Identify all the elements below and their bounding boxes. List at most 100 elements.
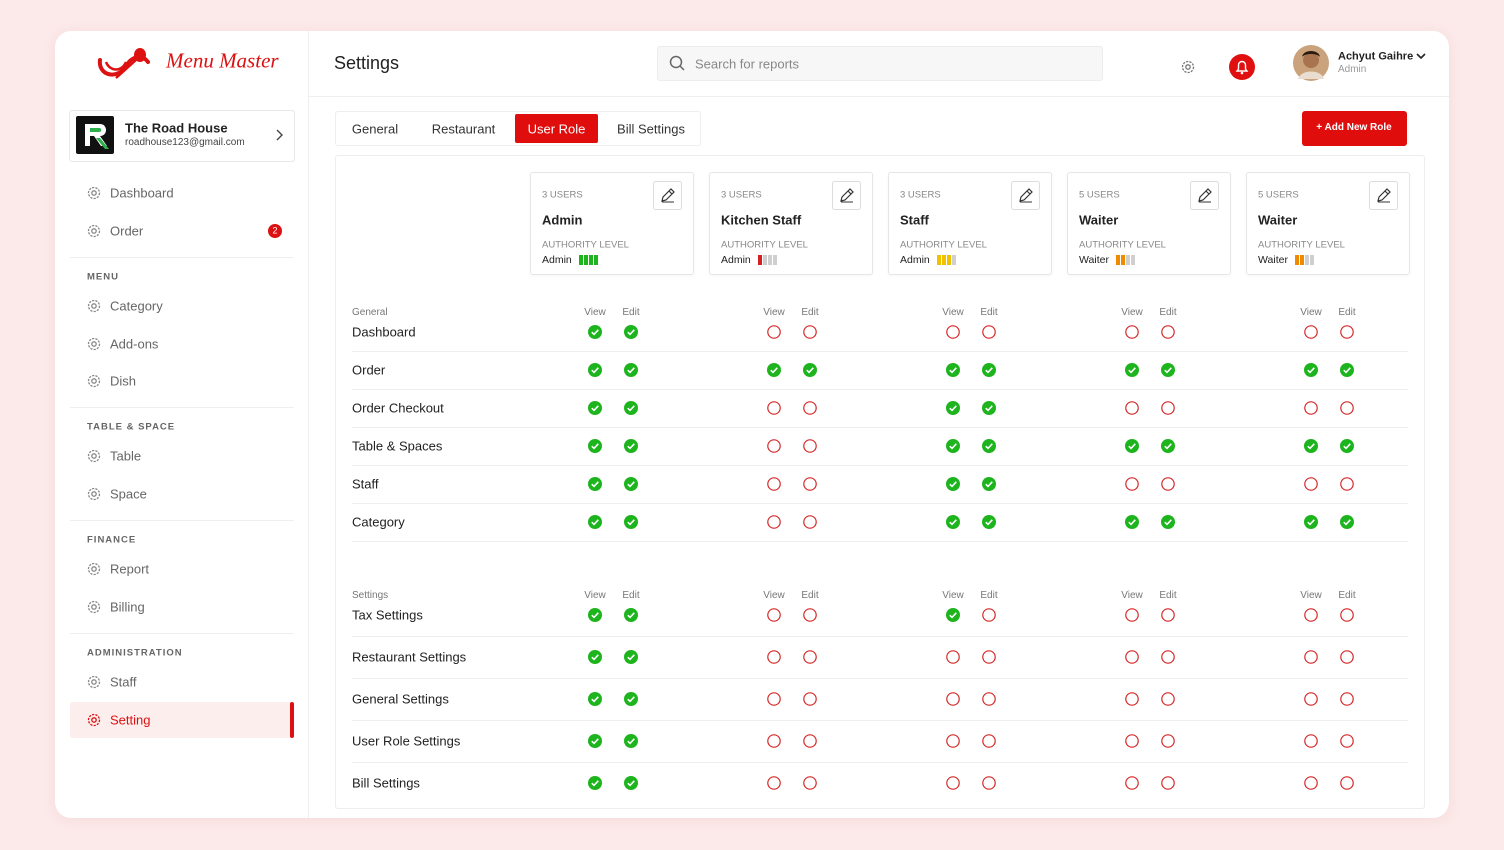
nav-item[interactable]: Table <box>110 448 142 464</box>
permission-denied[interactable] <box>1161 776 1175 790</box>
permission-granted[interactable] <box>588 515 602 529</box>
permission-granted[interactable] <box>588 650 602 664</box>
permission-granted[interactable] <box>588 692 602 706</box>
permission-denied[interactable] <box>1340 401 1354 415</box>
permission-denied[interactable] <box>767 401 781 415</box>
permission-denied[interactable] <box>1125 734 1139 748</box>
permission-granted[interactable] <box>588 776 602 790</box>
permission-granted[interactable] <box>624 608 638 622</box>
permission-denied[interactable] <box>982 692 996 706</box>
nav-item[interactable]: Order <box>110 223 144 239</box>
permission-denied[interactable] <box>1340 776 1354 790</box>
permission-denied[interactable] <box>1340 477 1354 491</box>
permission-denied[interactable] <box>767 325 781 339</box>
permission-granted[interactable] <box>588 439 602 453</box>
permission-granted[interactable] <box>624 692 638 706</box>
permission-denied[interactable] <box>1340 650 1354 664</box>
tab[interactable]: General <box>351 121 399 137</box>
permission-denied[interactable] <box>1304 734 1318 748</box>
permission-granted[interactable] <box>946 401 960 415</box>
permission-denied[interactable] <box>767 439 781 453</box>
permission-denied[interactable] <box>767 608 781 622</box>
add-role-button[interactable]: + Add New Role <box>1316 122 1392 133</box>
permission-denied[interactable] <box>1125 692 1139 706</box>
tab[interactable]: Restaurant <box>431 121 496 137</box>
user-name[interactable]: Achyut Gaihre <box>1338 50 1414 63</box>
permission-denied[interactable] <box>1340 325 1354 339</box>
edit-role-button[interactable] <box>1369 181 1398 210</box>
permission-denied[interactable] <box>767 477 781 491</box>
permission-granted[interactable] <box>1125 363 1139 377</box>
permission-granted[interactable] <box>588 477 602 491</box>
permission-granted[interactable] <box>946 439 960 453</box>
permission-denied[interactable] <box>1125 650 1139 664</box>
permission-granted[interactable] <box>624 734 638 748</box>
permission-granted[interactable] <box>803 363 817 377</box>
permission-granted[interactable] <box>982 515 996 529</box>
permission-granted[interactable] <box>982 477 996 491</box>
permission-granted[interactable] <box>588 363 602 377</box>
permission-granted[interactable] <box>624 401 638 415</box>
permission-denied[interactable] <box>1125 477 1139 491</box>
permission-granted[interactable] <box>624 650 638 664</box>
permission-denied[interactable] <box>1161 477 1175 491</box>
nav-item[interactable]: Dashboard <box>110 185 174 201</box>
permission-granted[interactable] <box>624 477 638 491</box>
nav-item[interactable]: Space <box>110 486 147 502</box>
nav-item[interactable]: Dish <box>110 373 137 389</box>
permission-granted[interactable] <box>588 401 602 415</box>
nav-item[interactable]: Add-ons <box>110 336 159 352</box>
permission-denied[interactable] <box>1304 477 1318 491</box>
permission-denied[interactable] <box>803 692 817 706</box>
permission-denied[interactable] <box>1304 401 1318 415</box>
permission-granted[interactable] <box>982 363 996 377</box>
permission-denied[interactable] <box>982 608 996 622</box>
permission-granted[interactable] <box>624 515 638 529</box>
permission-denied[interactable] <box>1125 608 1139 622</box>
permission-denied[interactable] <box>1304 776 1318 790</box>
permission-denied[interactable] <box>803 401 817 415</box>
permission-granted[interactable] <box>767 363 781 377</box>
permission-granted[interactable] <box>946 363 960 377</box>
permission-denied[interactable] <box>1340 734 1354 748</box>
edit-role-button[interactable] <box>832 181 861 210</box>
edit-role-button[interactable] <box>653 181 682 210</box>
permission-denied[interactable] <box>946 325 960 339</box>
permission-granted[interactable] <box>624 325 638 339</box>
permission-granted[interactable] <box>1125 439 1139 453</box>
permission-denied[interactable] <box>1161 650 1175 664</box>
permission-denied[interactable] <box>803 477 817 491</box>
edit-role-button[interactable] <box>1190 181 1219 210</box>
permission-denied[interactable] <box>1161 401 1175 415</box>
permission-denied[interactable] <box>803 515 817 529</box>
permission-denied[interactable] <box>803 776 817 790</box>
restaurant-card[interactable] <box>69 110 295 162</box>
permission-granted[interactable] <box>982 401 996 415</box>
permission-denied[interactable] <box>1125 776 1139 790</box>
permission-denied[interactable] <box>767 776 781 790</box>
permission-denied[interactable] <box>946 776 960 790</box>
permission-denied[interactable] <box>767 515 781 529</box>
permission-denied[interactable] <box>767 734 781 748</box>
permission-denied[interactable] <box>1125 325 1139 339</box>
permission-denied[interactable] <box>1340 692 1354 706</box>
nav-item[interactable]: Report <box>110 561 150 577</box>
permission-granted[interactable] <box>1161 363 1175 377</box>
tab[interactable]: Bill Settings <box>617 121 685 137</box>
edit-role-button[interactable] <box>1011 181 1040 210</box>
permission-denied[interactable] <box>767 650 781 664</box>
tab[interactable]: User Role <box>527 121 586 137</box>
add-role-button-bg[interactable] <box>1302 111 1407 146</box>
notification-button[interactable] <box>1229 54 1255 80</box>
permission-granted[interactable] <box>624 439 638 453</box>
nav-item[interactable]: Category <box>110 298 163 314</box>
permission-denied[interactable] <box>803 734 817 748</box>
nav-item[interactable]: Staff <box>110 674 137 690</box>
permission-denied[interactable] <box>1340 608 1354 622</box>
permission-denied[interactable] <box>1161 734 1175 748</box>
permission-denied[interactable] <box>803 439 817 453</box>
permission-denied[interactable] <box>803 325 817 339</box>
permission-granted[interactable] <box>1340 363 1354 377</box>
permission-denied[interactable] <box>946 692 960 706</box>
permission-denied[interactable] <box>767 692 781 706</box>
